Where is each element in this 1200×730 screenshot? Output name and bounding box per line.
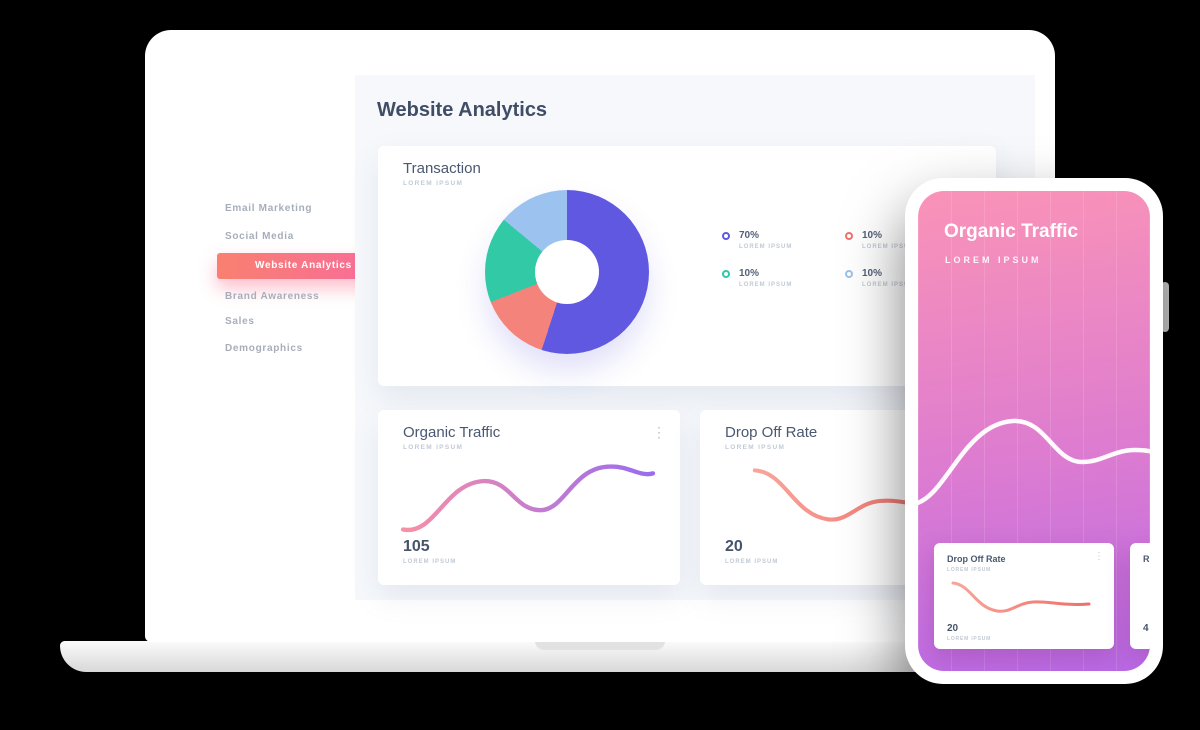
legend-ring-purple-icon: [722, 232, 730, 240]
legend-value: 10%: [739, 268, 760, 279]
sidebar-item-demographics[interactable]: Demographics: [225, 343, 303, 354]
legend-item-purple: 70% LOREM IPSUM: [722, 230, 792, 250]
legend-item-red: 10% LOREM IPSUM: [845, 230, 915, 250]
transaction-title: Transaction: [403, 160, 481, 177]
legend-item-blue: 10% LOREM IPSUM: [845, 268, 915, 288]
dropoff-value: 20: [725, 538, 743, 555]
transaction-card: Transaction LOREM IPSUM 70% LOREM IPSUM …: [378, 146, 996, 386]
phone-dropoff-title: Drop Off Rate: [947, 554, 1006, 564]
phone-line-chart: [918, 418, 1150, 505]
phone-dropoff-card: Drop Off Rate LOREM IPSUM ⋮ 20 LOREM IPS…: [934, 543, 1114, 649]
organic-value: 105: [403, 538, 430, 555]
phone-partial-value: 4: [1143, 623, 1149, 634]
legend-ring-blue-icon: [845, 270, 853, 278]
phone-partial-title: R: [1143, 554, 1150, 564]
sidebar-item-social-media[interactable]: Social Media: [225, 231, 294, 242]
legend-ring-red-icon: [845, 232, 853, 240]
transaction-subtitle: LOREM IPSUM: [403, 180, 464, 187]
legend-value: 10%: [862, 230, 883, 241]
legend-ring-teal-icon: [722, 270, 730, 278]
page-title: Website Analytics: [377, 99, 548, 121]
legend-label: LOREM IPSUM: [862, 244, 916, 250]
phone-title: Organic Traffic: [944, 221, 1079, 242]
phone-subtitle: LOREM IPSUM: [945, 255, 1042, 265]
dropoff-value-label: LOREM IPSUM: [725, 559, 779, 565]
phone-power-button: [1161, 282, 1169, 332]
organic-subtitle: LOREM IPSUM: [403, 444, 464, 451]
sidebar-item-email-marketing[interactable]: Email Marketing: [225, 203, 313, 214]
phone-dropoff-value: 20: [947, 623, 959, 634]
organic-traffic-card: Organic Traffic LOREM IPSUM ⋮ 105 LOREM …: [378, 410, 680, 585]
legend-label: LOREM IPSUM: [862, 282, 916, 288]
phone: Organic Traffic LOREM IPSUM Drop Off Rat…: [905, 178, 1163, 684]
donut-chart: [485, 190, 649, 354]
sidebar-item-sales[interactable]: Sales: [225, 316, 255, 327]
kebab-menu-icon[interactable]: ⋮: [652, 424, 666, 440]
legend-value: 10%: [862, 268, 883, 279]
phone-dropoff-subtitle: LOREM IPSUM: [947, 567, 992, 573]
organic-line-chart: [400, 464, 656, 533]
sidebar-item-brand-awareness[interactable]: Brand Awareness: [225, 291, 320, 302]
phone-dropoff-value-label: LOREM IPSUM: [947, 636, 992, 642]
dropoff-title: Drop Off Rate: [725, 424, 818, 441]
legend-value: 70%: [739, 230, 760, 241]
legend-label: LOREM IPSUM: [739, 282, 793, 288]
legend-label: LOREM IPSUM: [739, 244, 793, 250]
phone-partial-card: R 4: [1130, 543, 1150, 649]
dropoff-subtitle: LOREM IPSUM: [725, 444, 786, 451]
organic-title: Organic Traffic: [403, 424, 501, 441]
phone-screen: Organic Traffic LOREM IPSUM Drop Off Rat…: [918, 191, 1150, 671]
kebab-menu-icon[interactable]: ⋮: [1094, 551, 1104, 562]
phone-dropoff-mini-chart: [951, 581, 1091, 613]
legend-item-teal: 10% LOREM IPSUM: [722, 268, 792, 288]
sidebar: Email Marketing Social Media Website Ana…: [175, 75, 392, 600]
organic-value-label: LOREM IPSUM: [403, 559, 457, 565]
